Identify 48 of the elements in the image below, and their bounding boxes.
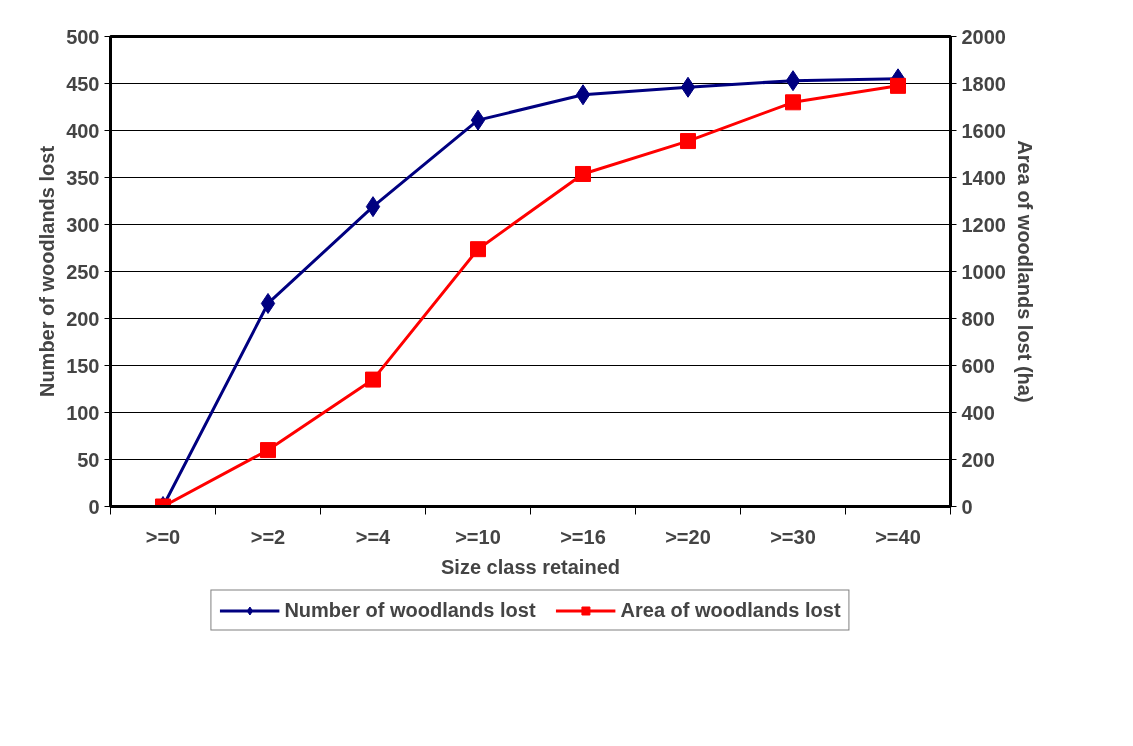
x-tick-label: >=40	[875, 525, 921, 548]
y-tick-label: 350	[66, 166, 100, 189]
legend-label: Area of woodlands lost	[620, 598, 841, 622]
y-tick-label: 250	[66, 260, 100, 283]
y2-tick-label: 1000	[961, 260, 1006, 283]
y-tick-label: 0	[88, 495, 100, 518]
x-tick-label: >=16	[560, 525, 606, 548]
y2-tick-label: 0	[961, 495, 973, 518]
y-tick-label: 400	[66, 119, 100, 142]
y2-axis-title: Area of woodlands lost (ha)	[1013, 140, 1036, 403]
y2-tick-label: 1200	[961, 213, 1006, 236]
y-tick-label: 50	[77, 448, 100, 471]
y-tick-label: 450	[66, 72, 100, 95]
y2-tick-label: 1400	[961, 166, 1006, 189]
point	[680, 133, 696, 150]
y2-tick-label: 2000	[961, 25, 1006, 48]
point	[260, 292, 276, 314]
point	[575, 84, 591, 106]
y2-tick-label: 400	[961, 401, 995, 424]
x-tick-label: >=30	[770, 525, 816, 548]
x-axis-title: Size class retained	[441, 555, 620, 578]
point	[365, 371, 381, 388]
point	[680, 76, 696, 98]
x-tick-label: >=10	[455, 525, 501, 548]
point	[890, 77, 906, 94]
x-tick-label: >=0	[145, 525, 181, 548]
point	[365, 196, 381, 218]
x-tick-label: >=4	[355, 525, 392, 548]
point	[785, 94, 801, 111]
y2-tick-label: 600	[961, 354, 995, 377]
point	[470, 109, 486, 131]
y-tick-label: 500	[66, 25, 100, 48]
y2-tick-label: 1600	[961, 119, 1006, 142]
y2-tick-label: 200	[961, 448, 995, 471]
x-tick-label: >=2	[250, 525, 286, 548]
legend-label: Number of woodlands lost	[284, 598, 536, 622]
y-tick-label: 100	[66, 401, 100, 424]
y-tick-label: 200	[66, 307, 100, 330]
x-tick-label: >=20	[665, 525, 711, 548]
y-tick-label: 300	[66, 213, 100, 236]
point	[470, 241, 486, 258]
y2-tick-label: 1800	[961, 72, 1006, 95]
y2-tick-label: 800	[961, 307, 995, 330]
y-tick-label: 150	[66, 354, 100, 377]
point	[575, 165, 591, 182]
point	[260, 442, 276, 459]
point	[785, 70, 801, 92]
y-axis-title: Number of woodlands lost	[36, 145, 59, 398]
